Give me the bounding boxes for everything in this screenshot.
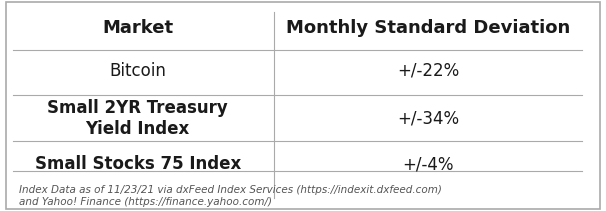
- Text: Index Data as of 11/23/21 via dxFeed Index Services (https://indexit.dxfeed.com): Index Data as of 11/23/21 via dxFeed Ind…: [19, 185, 442, 207]
- Text: Small 2YR Treasury
Yield Index: Small 2YR Treasury Yield Index: [47, 99, 228, 138]
- Text: +/-34%: +/-34%: [397, 110, 459, 127]
- Text: Market: Market: [102, 19, 173, 37]
- Text: +/-4%: +/-4%: [402, 155, 454, 173]
- Text: Monthly Standard Deviation: Monthly Standard Deviation: [286, 19, 570, 37]
- Text: +/-22%: +/-22%: [397, 62, 459, 80]
- Text: Small Stocks 75 Index: Small Stocks 75 Index: [35, 155, 241, 173]
- Text: Bitcoin: Bitcoin: [109, 62, 166, 80]
